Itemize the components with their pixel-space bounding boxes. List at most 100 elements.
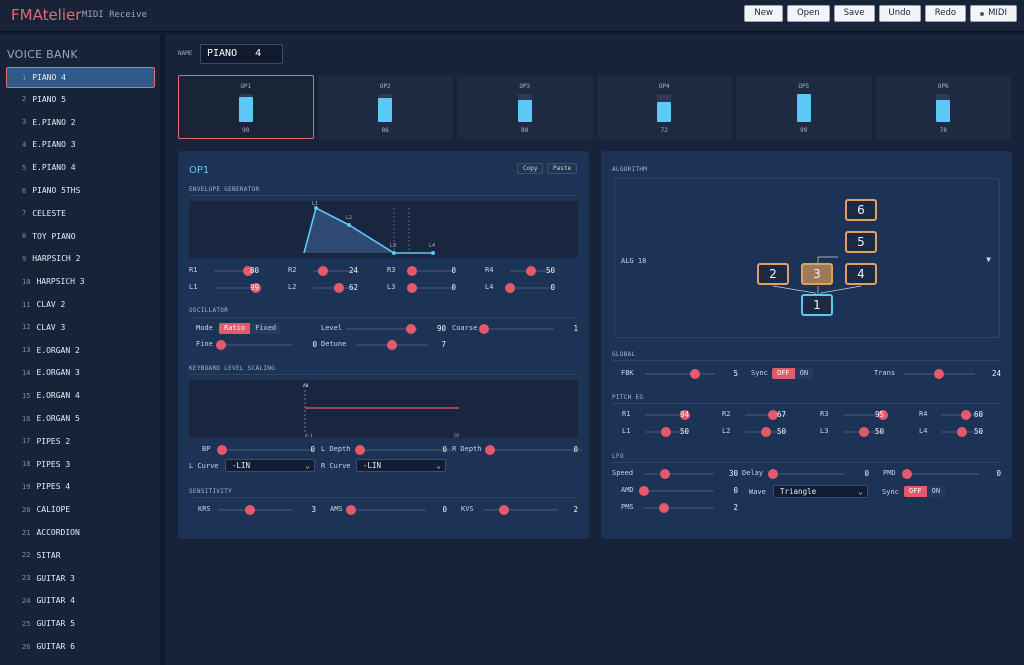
pitch-l4-knob[interactable] bbox=[957, 427, 968, 437]
pitch-r1-slider[interactable] bbox=[645, 410, 690, 420]
feedback-slider[interactable] bbox=[645, 369, 715, 379]
voice-name-input[interactable]: PIANO 4 bbox=[200, 44, 283, 64]
kls-graph[interactable]: A0 A-1 C8 bbox=[189, 380, 578, 438]
envelope-graph[interactable]: L1 L2 L3 L4 bbox=[189, 201, 578, 258]
pitch-r3-slider[interactable] bbox=[843, 410, 889, 420]
feedback-knob[interactable] bbox=[690, 369, 700, 379]
env-r4-slider[interactable] bbox=[510, 266, 552, 276]
env-l3-knob[interactable] bbox=[407, 283, 417, 293]
lfo-pmd-knob[interactable] bbox=[902, 469, 912, 479]
detune-slider[interactable] bbox=[356, 340, 428, 350]
voice-list-item[interactable]: 5 E.PIANO 4 bbox=[6, 156, 155, 179]
voice-list-item[interactable]: 8 TOY PIANO bbox=[6, 225, 155, 248]
pitch-r3-knob[interactable] bbox=[878, 410, 889, 420]
voice-list-item[interactable]: 11 CLAV 2 bbox=[6, 293, 155, 316]
env-l3-slider[interactable] bbox=[407, 283, 454, 293]
voice-list-item[interactable]: 4 E.PIANO 3 bbox=[6, 134, 155, 157]
sync-on-button[interactable]: ON bbox=[794, 368, 814, 379]
env-r2-knob[interactable] bbox=[318, 266, 329, 276]
lfo-amd-slider[interactable] bbox=[639, 486, 714, 496]
voice-list-item[interactable]: 18 PIPES 3 bbox=[6, 453, 155, 476]
env-r4-knob[interactable] bbox=[526, 266, 537, 276]
lfo-sync-off-button[interactable]: OFF bbox=[904, 486, 927, 497]
voice-list-item[interactable]: 7 CELESTE bbox=[6, 202, 155, 225]
paste-button[interactable]: Paste bbox=[547, 163, 578, 174]
voice-list-item[interactable]: 22 SITAR bbox=[6, 544, 155, 567]
ams-slider[interactable] bbox=[346, 505, 426, 515]
env-l4-slider[interactable] bbox=[505, 283, 552, 293]
detune-knob[interactable] bbox=[387, 340, 397, 350]
voice-list-item[interactable]: 20 CALIOPE bbox=[6, 498, 155, 521]
voice-list-item[interactable]: 6 PIANO 5THS bbox=[6, 179, 155, 202]
voice-list-item[interactable]: 19 PIPES 4 bbox=[6, 476, 155, 499]
transpose-knob[interactable] bbox=[934, 369, 944, 379]
pitch-l3-knob[interactable] bbox=[859, 427, 870, 437]
voice-list-item[interactable]: 10 HARPSICH 3 bbox=[6, 270, 155, 293]
fine-knob[interactable] bbox=[216, 340, 226, 350]
l-depth-slider[interactable] bbox=[355, 445, 452, 455]
algorithm-select[interactable]: ALG 18 ▼ 6 5 2 3 4 1 bbox=[614, 178, 1000, 338]
env-l4-knob[interactable] bbox=[505, 283, 515, 293]
lfo-delay-knob[interactable] bbox=[768, 469, 778, 479]
break-point-slider[interactable] bbox=[217, 445, 314, 455]
lfo-speed-slider[interactable] bbox=[644, 469, 714, 479]
new-button[interactable]: New bbox=[744, 5, 783, 22]
coarse-knob[interactable] bbox=[479, 324, 490, 334]
copy-button[interactable]: Copy bbox=[517, 163, 544, 174]
redo-button[interactable]: Redo bbox=[924, 5, 967, 22]
pitch-l1-knob[interactable] bbox=[661, 427, 672, 437]
operator-card-op1[interactable]: OP1 90 bbox=[178, 75, 314, 139]
midi-button[interactable]: MIDI bbox=[970, 5, 1017, 22]
voice-list-item[interactable]: 12 CLAV 3 bbox=[6, 316, 155, 339]
pitch-r2-knob[interactable] bbox=[768, 410, 779, 420]
op-level-knob[interactable] bbox=[406, 324, 417, 334]
voice-list-item[interactable]: 17 PIPES 2 bbox=[6, 430, 155, 453]
alg-op4-box[interactable]: 4 bbox=[845, 263, 877, 285]
lfo-sync-on-button[interactable]: ON bbox=[926, 486, 946, 497]
l-depth-knob[interactable] bbox=[355, 445, 365, 455]
krs-knob[interactable] bbox=[245, 505, 256, 515]
sync-off-button[interactable]: OFF bbox=[772, 368, 795, 379]
operator-card-op6[interactable]: OP6 78 bbox=[875, 75, 1011, 139]
pitch-r1-knob[interactable] bbox=[679, 410, 690, 420]
lfo-pms-knob[interactable] bbox=[659, 503, 669, 513]
mode-ratio-button[interactable]: Ratio bbox=[219, 323, 251, 334]
pitch-r4-slider[interactable] bbox=[941, 410, 983, 420]
transpose-slider[interactable] bbox=[903, 369, 975, 379]
voice-list-item[interactable]: 2 PIANO 5 bbox=[6, 88, 155, 111]
lfo-speed-knob[interactable] bbox=[660, 469, 671, 479]
env-l2-slider[interactable] bbox=[313, 283, 355, 293]
pitch-l2-slider[interactable] bbox=[745, 427, 787, 437]
voice-list-item[interactable]: 24 GUITAR 4 bbox=[6, 590, 155, 613]
pitch-l2-knob[interactable] bbox=[761, 427, 772, 437]
voice-list-item[interactable]: 9 HARPSICH 2 bbox=[6, 248, 155, 271]
env-r1-knob[interactable] bbox=[242, 266, 253, 276]
r-depth-knob[interactable] bbox=[485, 445, 495, 455]
alg-op3-box[interactable]: 3 bbox=[801, 263, 833, 285]
operator-card-op5[interactable]: OP5 99 bbox=[736, 75, 872, 139]
voice-list-item[interactable]: 14 E.ORGAN 3 bbox=[6, 362, 155, 385]
pitch-l1-slider[interactable] bbox=[645, 427, 687, 437]
coarse-slider[interactable] bbox=[479, 324, 554, 334]
ams-knob[interactable] bbox=[346, 505, 356, 515]
r-curve-select[interactable]: -LIN ⌄ bbox=[356, 459, 446, 472]
pitch-l3-slider[interactable] bbox=[843, 427, 885, 437]
lfo-amd-knob[interactable] bbox=[639, 486, 649, 496]
save-button[interactable]: Save bbox=[833, 5, 875, 22]
l-curve-select[interactable]: -LIN ⌄ bbox=[225, 459, 315, 472]
env-l1-knob[interactable] bbox=[251, 283, 261, 293]
voice-list-item[interactable]: 13 E.ORGAN 2 bbox=[6, 339, 155, 362]
env-r1-slider[interactable] bbox=[214, 266, 256, 276]
env-r2-slider[interactable] bbox=[313, 266, 355, 276]
lfo-pmd-slider[interactable] bbox=[902, 469, 979, 479]
lfo-pms-slider[interactable] bbox=[644, 503, 714, 513]
alg-op5-box[interactable]: 5 bbox=[845, 231, 877, 253]
wave-select[interactable]: Triangle ⌄ bbox=[773, 485, 868, 498]
alg-op2-box[interactable]: 2 bbox=[757, 263, 789, 285]
voice-list-item[interactable]: 3 E.PIANO 2 bbox=[6, 111, 155, 134]
kvs-slider[interactable] bbox=[483, 505, 558, 515]
undo-button[interactable]: Undo bbox=[878, 5, 921, 22]
kvs-knob[interactable] bbox=[499, 505, 510, 515]
open-button[interactable]: Open bbox=[786, 5, 830, 22]
alg-op6-box[interactable]: 6 bbox=[845, 199, 877, 221]
